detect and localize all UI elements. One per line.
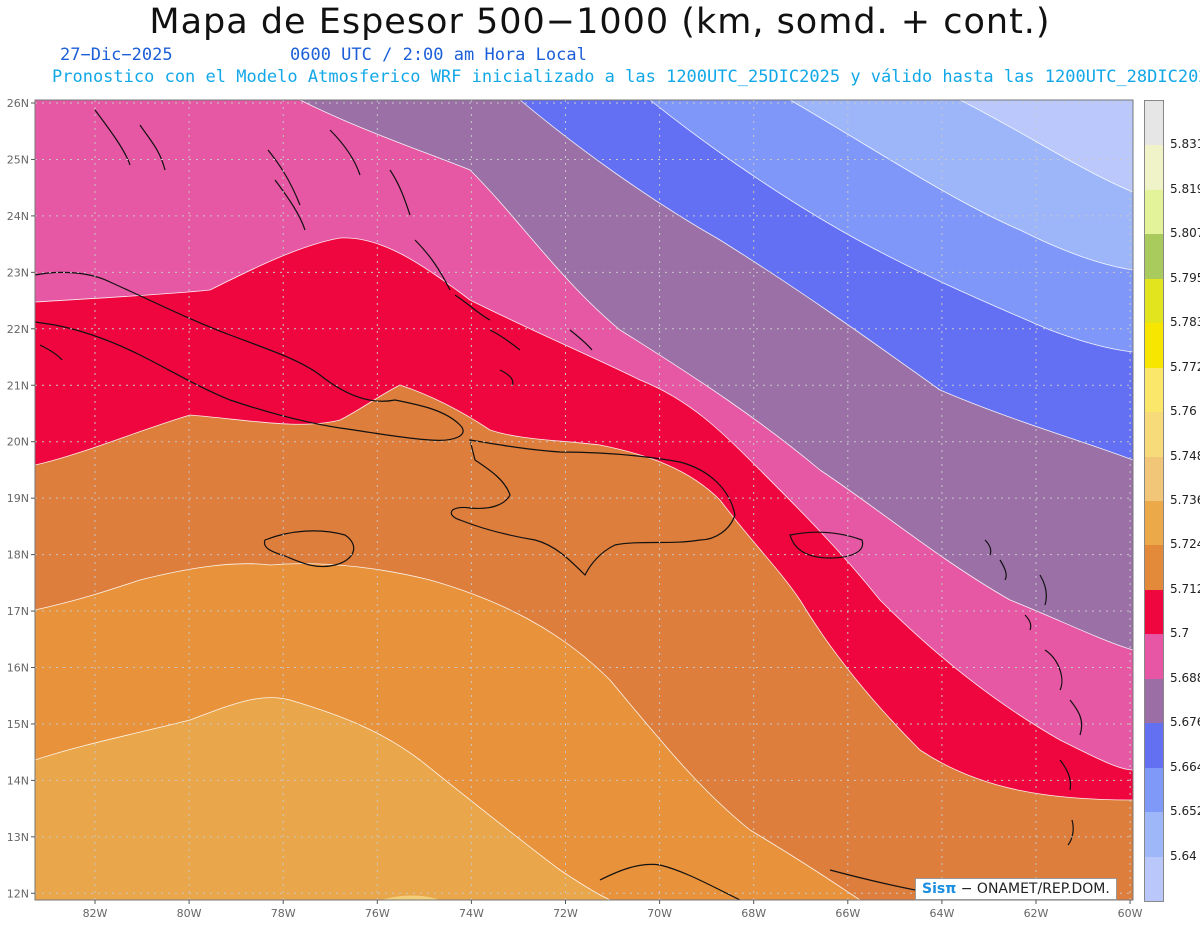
lat-label: 26N — [7, 97, 29, 110]
colorbar-segment — [1145, 545, 1163, 591]
south-america-coast — [599, 863, 916, 900]
lat-label: 16N — [7, 662, 29, 675]
lat-label: 14N — [7, 774, 29, 787]
colorbar-segment — [1145, 234, 1163, 280]
colorbar-segment — [1145, 101, 1163, 146]
colorbar-segment — [1145, 856, 1163, 902]
isolines — [35, 100, 1133, 900]
lat-label: 20N — [7, 436, 29, 449]
colorbar-label: 5.783 — [1170, 315, 1200, 330]
colorbar-segment — [1145, 501, 1163, 546]
lat-label: 15N — [7, 718, 29, 731]
colorbar-label: 5.676 — [1170, 715, 1200, 730]
colorbar-label: 5.736 — [1170, 493, 1200, 507]
colorbar-segment — [1145, 767, 1163, 813]
lon-label: 68W — [741, 907, 766, 920]
lat-ticks: 26N 25N 24N 23N 22N 21N 20N 19N 18N 17N 16N 15N 14N 1… — [7, 97, 35, 900]
lesser-antilles — [984, 539, 1083, 846]
colorbar-segment — [1145, 456, 1163, 502]
lat-label: 24N — [7, 210, 29, 223]
colorbar-segment — [1145, 412, 1163, 458]
lon-label: 76W — [365, 907, 390, 920]
colorbar-segment — [1145, 589, 1163, 635]
lon-label: 66W — [835, 907, 860, 920]
gridlines — [35, 100, 1133, 900]
lat-label: 23N — [7, 266, 29, 279]
colorbar-label: 5.76 — [1170, 404, 1197, 419]
colorbar-segment — [1145, 323, 1163, 369]
lat-label: 18N — [7, 549, 29, 562]
colorbar-segment — [1145, 189, 1163, 235]
lat-label: 19N — [7, 492, 29, 505]
colorbar-label: 5.748 — [1170, 448, 1200, 463]
colorbar-segment — [1145, 678, 1163, 724]
lon-ticks: 82W 80W 78W 76W 74W 72W 70W 68W 66W 64W 62W 60W — [83, 900, 1143, 920]
credit-box: Sisπ − ONAMET/REP.DOM. — [915, 878, 1117, 900]
lat-label: 17N — [7, 605, 29, 618]
lon-label: 72W — [553, 907, 578, 920]
lon-label: 60W — [1118, 907, 1143, 920]
colorbar-label: 5.807 — [1170, 226, 1200, 241]
lat-label: 25N — [7, 153, 29, 166]
sispi-logo: Sisπ — [922, 881, 957, 897]
colorbar-label: 5.7 — [1170, 626, 1190, 641]
colorbar-label: 5.712 — [1170, 581, 1200, 596]
colorbar-label: 5.664 — [1170, 759, 1200, 774]
cuba-coast — [35, 271, 464, 441]
colorbar-label: 5.819 — [1170, 181, 1200, 196]
colorbar-label: 5.772 — [1170, 359, 1200, 374]
colorbar-label: 5.831 — [1170, 137, 1200, 152]
colorbar-label: 5.724 — [1170, 537, 1200, 552]
lon-label: 80W — [177, 907, 202, 920]
lon-label: 78W — [271, 907, 296, 920]
lon-label: 62W — [1024, 907, 1049, 920]
lat-label: 21N — [7, 379, 29, 392]
forecast-time: 0600 UTC / 2:00 am Hora Local — [290, 45, 587, 65]
colorbar-label: 5.652 — [1170, 804, 1200, 819]
lon-label: 64W — [929, 907, 954, 920]
band-5760 — [380, 895, 440, 900]
map-title: Mapa de Espesor 500−1000 (km, somd. + co… — [149, 2, 1051, 42]
lat-label: 13N — [7, 831, 29, 844]
lon-label: 82W — [83, 907, 108, 920]
lat-label: 22N — [7, 323, 29, 336]
map-frame — [34, 99, 1134, 901]
colorbar-segment — [1145, 812, 1163, 858]
colorbar-label: 5.64 — [1170, 848, 1197, 863]
band-5748 — [35, 697, 610, 900]
lat-label: 12N — [7, 887, 29, 900]
lon-label: 74W — [459, 907, 484, 920]
jamaica-coast — [263, 530, 355, 568]
colorbar-segment — [1145, 145, 1163, 191]
colorbar-label: 5.795 — [1170, 270, 1200, 285]
forecast-date: 27−Dic−2025 — [60, 45, 173, 65]
florida-keys — [39, 344, 63, 361]
colorbar-segment — [1145, 723, 1163, 769]
colorbar-segment — [1145, 278, 1163, 324]
coastlines — [35, 109, 1083, 900]
colorbar-segment — [1145, 367, 1163, 413]
puerto-rico-coast — [789, 531, 864, 559]
model-init-info: Pronostico con el Modelo Atmosferico WRF… — [52, 67, 1200, 87]
lon-label: 70W — [647, 907, 672, 920]
bahamas-islands — [94, 109, 593, 387]
colorbar — [1144, 100, 1164, 902]
credit-text: − ONAMET/REP.DOM. — [960, 881, 1110, 897]
colorbar-label: 5.688 — [1170, 670, 1200, 685]
colorbar-segment — [1145, 634, 1163, 680]
hispaniola-coast — [450, 439, 736, 577]
